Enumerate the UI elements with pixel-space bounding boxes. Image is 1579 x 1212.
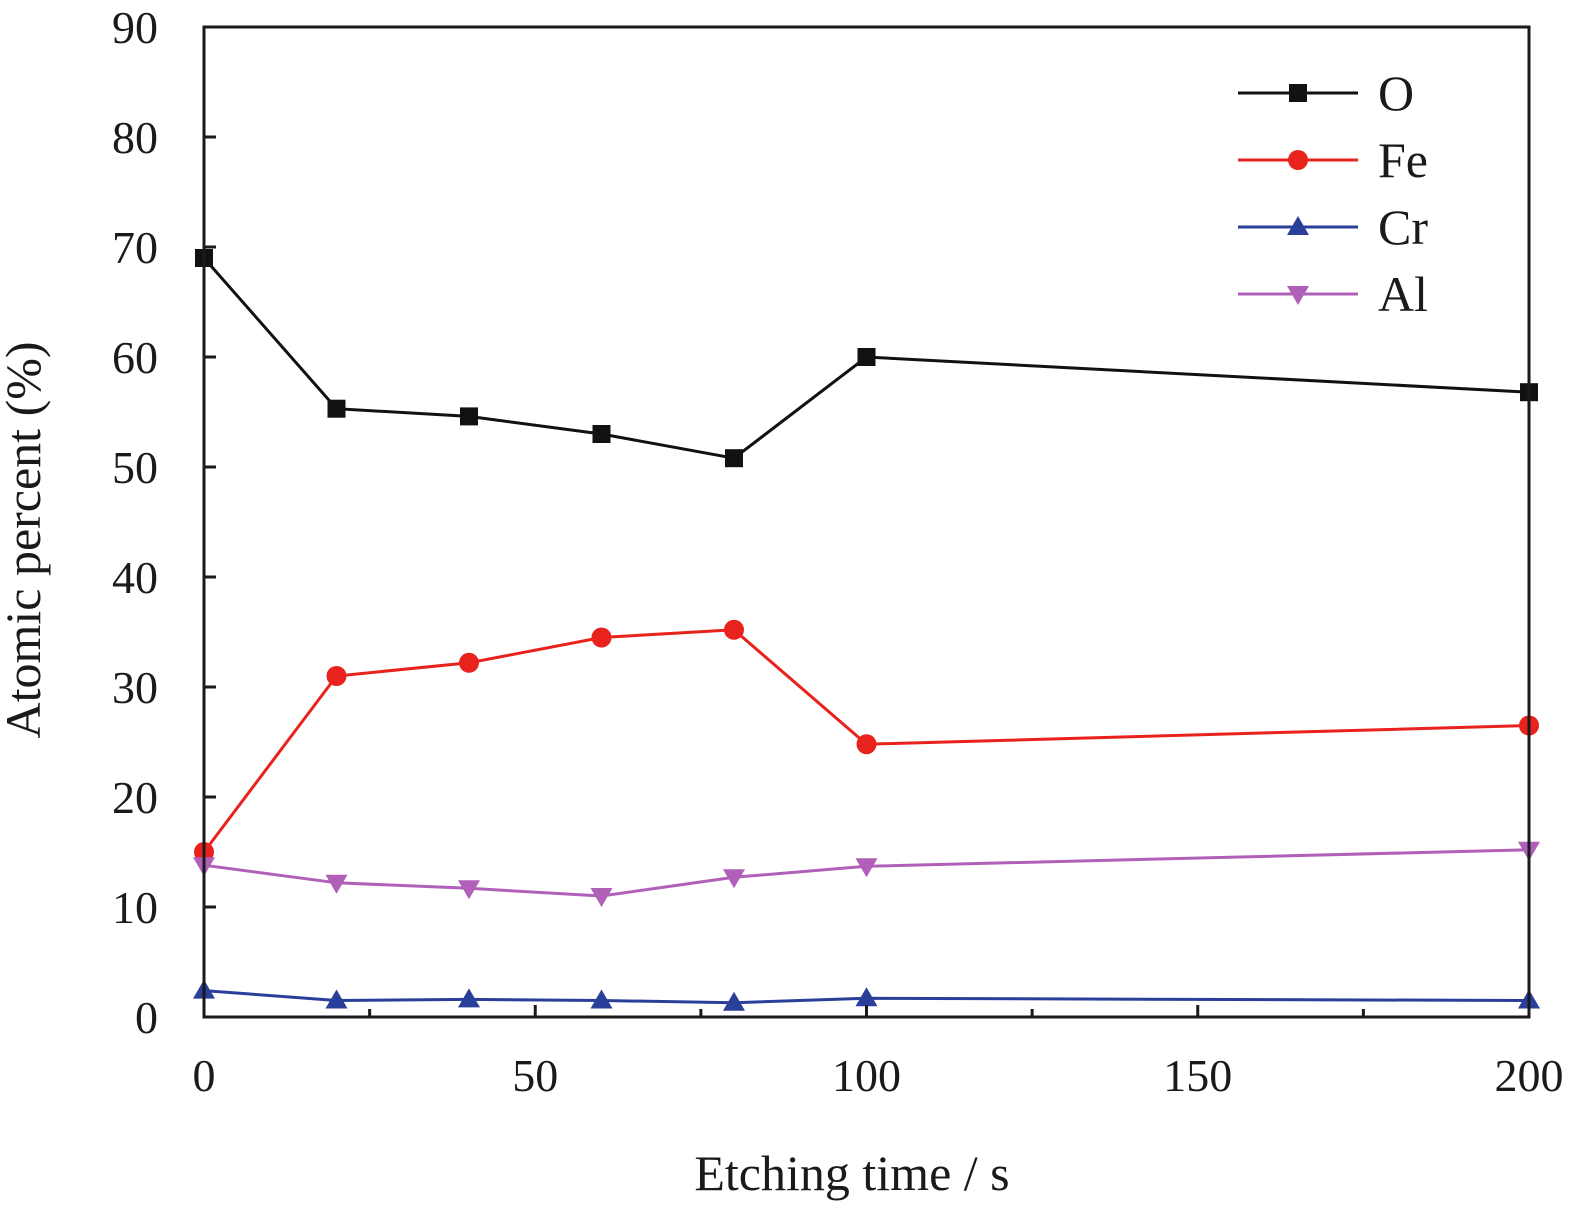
y-tick-label: 20 bbox=[112, 772, 158, 823]
data-point-fe bbox=[459, 652, 479, 673]
data-point-fe bbox=[724, 619, 744, 640]
y-tick-label: 0 bbox=[135, 992, 158, 1043]
data-point-o bbox=[327, 399, 346, 418]
legend-item-al: Al bbox=[1238, 266, 1428, 322]
x-tick-label: 50 bbox=[512, 1050, 558, 1101]
legend-item-fe: Fe bbox=[1238, 132, 1428, 188]
x-axis-title: Etching time / s bbox=[694, 1145, 1009, 1201]
data-point-al bbox=[723, 869, 745, 889]
legend-marker-al bbox=[1287, 286, 1309, 305]
legend-item-o: O bbox=[1238, 65, 1414, 121]
y-tick-label: 40 bbox=[112, 552, 158, 603]
legend: O Fe Cr Al bbox=[1238, 65, 1428, 322]
legend-marker-o bbox=[1289, 84, 1307, 102]
data-point-cr bbox=[723, 991, 745, 1011]
legend-marker-fe bbox=[1288, 150, 1308, 170]
x-tick-label: 150 bbox=[1163, 1050, 1232, 1101]
series-fe bbox=[194, 619, 1539, 862]
data-point-al bbox=[325, 874, 348, 894]
series-al bbox=[193, 841, 1540, 907]
x-tick-label: 100 bbox=[832, 1050, 901, 1101]
data-point-cr bbox=[325, 989, 348, 1009]
series-o bbox=[195, 249, 1538, 468]
legend-label-al: Al bbox=[1378, 266, 1428, 322]
x-tick-label: 0 bbox=[193, 1050, 216, 1101]
legend-label-fe: Fe bbox=[1378, 132, 1428, 188]
data-point-o bbox=[725, 449, 743, 468]
data-point-o bbox=[592, 425, 611, 443]
data-point-fe bbox=[591, 627, 612, 648]
x-tick-label: 200 bbox=[1495, 1050, 1564, 1101]
legend-label-cr: Cr bbox=[1378, 199, 1428, 255]
y-tick-label: 50 bbox=[112, 442, 158, 493]
y-tick-label: 90 bbox=[112, 2, 158, 53]
data-point-cr bbox=[590, 989, 613, 1009]
data-point-o bbox=[857, 348, 876, 366]
series-layer bbox=[193, 249, 1540, 1011]
legend-label-o: O bbox=[1378, 65, 1414, 121]
y-tick-label: 80 bbox=[112, 112, 158, 163]
legend-item-cr: Cr bbox=[1238, 199, 1428, 255]
legend-marker-cr bbox=[1287, 216, 1309, 235]
y-tick-label: 30 bbox=[112, 662, 158, 713]
data-point-al bbox=[458, 880, 480, 900]
data-point-cr bbox=[855, 987, 878, 1007]
y-axis-title: Atomic percent (%) bbox=[0, 341, 51, 738]
data-point-al bbox=[590, 888, 613, 907]
y-tick-label: 60 bbox=[112, 332, 158, 383]
y-tick-label: 70 bbox=[112, 222, 158, 273]
series-cr bbox=[193, 979, 1540, 1011]
data-point-al bbox=[855, 858, 878, 878]
data-point-fe bbox=[856, 734, 877, 755]
data-point-fe bbox=[326, 666, 347, 686]
data-point-o bbox=[460, 407, 478, 426]
tick-layer: 0 10 20 30 40 50 60 70 80 90 0 50 100 150 200 bbox=[112, 2, 1564, 1101]
y-tick-label: 10 bbox=[112, 882, 158, 933]
data-point-cr bbox=[458, 988, 480, 1008]
